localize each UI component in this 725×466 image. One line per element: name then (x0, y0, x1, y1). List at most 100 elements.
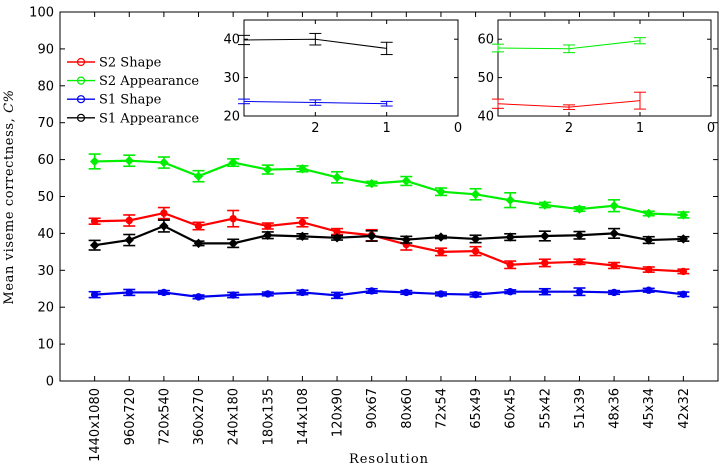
inset-x-tick-label: 0 (454, 121, 462, 136)
inset-series-s1-appearance (238, 32, 393, 56)
data-point (402, 288, 411, 297)
data-point (263, 164, 273, 175)
inset-series-s1-shape (238, 98, 393, 107)
data-point (228, 238, 238, 249)
data-point (229, 214, 237, 223)
data-point (575, 288, 584, 296)
data-point (679, 290, 688, 298)
y-tick-label: 60 (37, 153, 54, 168)
data-point (229, 291, 237, 299)
data-point (159, 221, 169, 231)
x-tick-label: 48x36 (608, 388, 623, 429)
x-tick-label: 45x34 (642, 388, 657, 429)
data-point (298, 288, 307, 297)
data-point (506, 288, 514, 296)
data-point (194, 222, 203, 230)
inset-y-tick-label: 40 (223, 33, 240, 48)
inset-x-tick-label: 1 (383, 121, 391, 136)
data-point (505, 232, 515, 242)
data-point (160, 288, 168, 297)
inset-frame (497, 19, 712, 117)
x-tick-label: 960x720 (123, 388, 138, 445)
legend-swatch-marker (76, 76, 86, 85)
inset-x-tick-label: 2 (565, 121, 573, 136)
data-point (160, 209, 168, 217)
data-point (437, 290, 445, 298)
data-point (89, 240, 100, 250)
data-point (470, 189, 481, 199)
data-point (366, 178, 377, 189)
data-point (540, 231, 550, 241)
data-point (332, 233, 342, 243)
inset-x-tick-label: 1 (636, 121, 644, 136)
data-point (436, 186, 446, 197)
data-point (89, 156, 100, 167)
y-tick-label: 90 (37, 42, 54, 57)
data-point (505, 195, 515, 205)
plot-frame (59, 11, 719, 382)
series-s1-shape (88, 286, 690, 301)
data-point (90, 290, 99, 299)
inset-y-tick-label: 30 (223, 71, 240, 86)
legend-label: S2 Shape (99, 56, 162, 71)
data-point (609, 201, 619, 211)
data-point (297, 164, 308, 174)
data-point (574, 230, 585, 240)
data-point (470, 234, 481, 244)
data-point (264, 290, 272, 298)
x-tick-label: 180x135 (261, 388, 276, 445)
data-point (333, 291, 341, 300)
data-point (471, 247, 480, 255)
x-axis-label: Resolution (349, 452, 429, 466)
series-s2-shape (88, 206, 690, 276)
data-point (644, 235, 654, 245)
data-point (194, 293, 203, 301)
data-point (401, 176, 412, 186)
x-tick-label: 360x270 (192, 388, 207, 445)
data-point (264, 222, 272, 230)
legend-label: S1 Appearance (99, 111, 199, 126)
main-series (88, 153, 690, 301)
data-point (471, 290, 480, 299)
inset-y-tick-label: 60 (477, 33, 494, 48)
data-point (541, 259, 549, 267)
inset-y-tick-label: 50 (477, 71, 494, 86)
x-tick-label: 1440x1080 (88, 388, 103, 462)
series-line (94, 289, 684, 298)
legend: S2 Shape S2 Appearance S1 Shape S1 Appearan… (67, 56, 199, 126)
x-tick-label: 51x39 (573, 388, 588, 429)
data-point (124, 155, 134, 166)
data-point (437, 248, 445, 256)
data-point (298, 218, 307, 227)
data-point (645, 265, 653, 274)
y-tick-label: 10 (37, 338, 54, 353)
x-tick-label: 240x180 (227, 388, 242, 445)
series-line (94, 211, 684, 273)
y-tick-label: 0 (46, 375, 54, 390)
inset-s1: 20 30 40 2 1 0 (223, 19, 462, 136)
data-point (367, 287, 376, 295)
x-tick-label: 60x45 (504, 388, 519, 429)
y-tick-label: 20 (37, 301, 54, 316)
y-tick-label: 100 (29, 6, 54, 21)
y-tick-label: 70 (37, 116, 54, 131)
inset-series-s2-shape (492, 91, 646, 110)
x-tick-label: 120x90 (331, 388, 346, 437)
x-tick-label: 80x60 (400, 388, 415, 429)
y-tick-label: 30 (37, 264, 54, 279)
x-tick-label: 720x540 (157, 388, 172, 445)
data-point (678, 210, 689, 220)
data-point (228, 157, 238, 168)
x-tick-label: 144x108 (296, 388, 311, 445)
data-point (297, 231, 308, 242)
data-point (332, 172, 342, 183)
data-point (540, 200, 550, 210)
data-point (263, 230, 273, 240)
data-point (575, 258, 584, 266)
x-tick-label: 42x32 (677, 388, 692, 429)
data-point (610, 261, 618, 270)
data-point (193, 171, 204, 181)
data-point (610, 288, 618, 297)
